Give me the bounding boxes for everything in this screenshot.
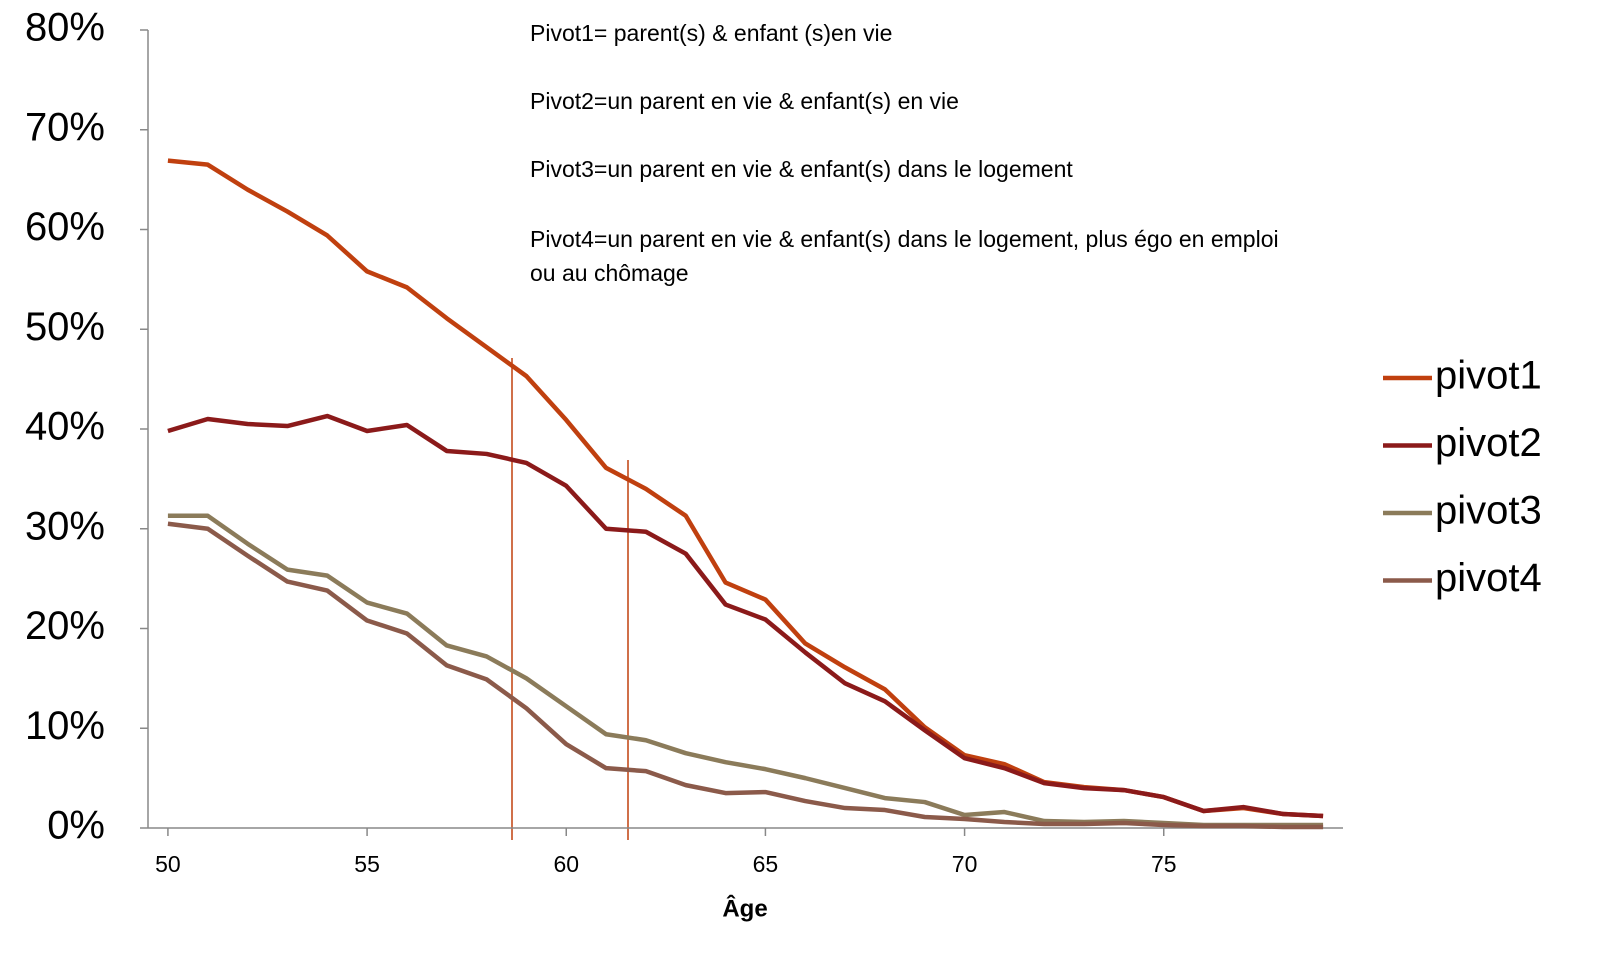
series-line	[167, 521, 1324, 830]
legend-label: pivot3	[1435, 489, 1542, 533]
series-line	[167, 413, 1324, 819]
series-line	[167, 513, 1324, 828]
annotation: ou au chômage	[530, 260, 689, 286]
x-tick-label: 50	[155, 851, 181, 877]
x-tick-label: 55	[354, 851, 380, 877]
annotation: Pivot3=un parent en vie & enfant(s) dans…	[530, 156, 1073, 182]
y-tick-label: 30%	[25, 504, 105, 548]
y-tick-label: 80%	[25, 6, 105, 50]
legend-label: pivot2	[1435, 421, 1542, 465]
legend-label: pivot4	[1435, 556, 1542, 600]
x-tick-label: 75	[1151, 851, 1177, 877]
y-tick-label: 50%	[25, 305, 105, 349]
y-tick-label: 0%	[47, 804, 105, 848]
x-tick-label: 65	[753, 851, 779, 877]
legend-label: pivot1	[1435, 354, 1542, 398]
y-tick-label: 10%	[25, 704, 105, 748]
annotation: Pivot1= parent(s) & enfant (s)en vie	[530, 20, 892, 46]
y-tick-label: 60%	[25, 205, 105, 249]
annotation: Pivot2=un parent en vie & enfant(s) en v…	[530, 88, 959, 114]
annotation: Pivot4=un parent en vie & enfant(s) dans…	[530, 226, 1279, 252]
y-tick-label: 20%	[25, 604, 105, 648]
y-tick-label: 70%	[25, 105, 105, 149]
x-tick-label: 70	[952, 851, 978, 877]
x-tick-label: 60	[553, 851, 579, 877]
x-axis-label: Âge	[722, 894, 767, 922]
y-tick-label: 40%	[25, 405, 105, 449]
series-line	[167, 158, 1324, 819]
